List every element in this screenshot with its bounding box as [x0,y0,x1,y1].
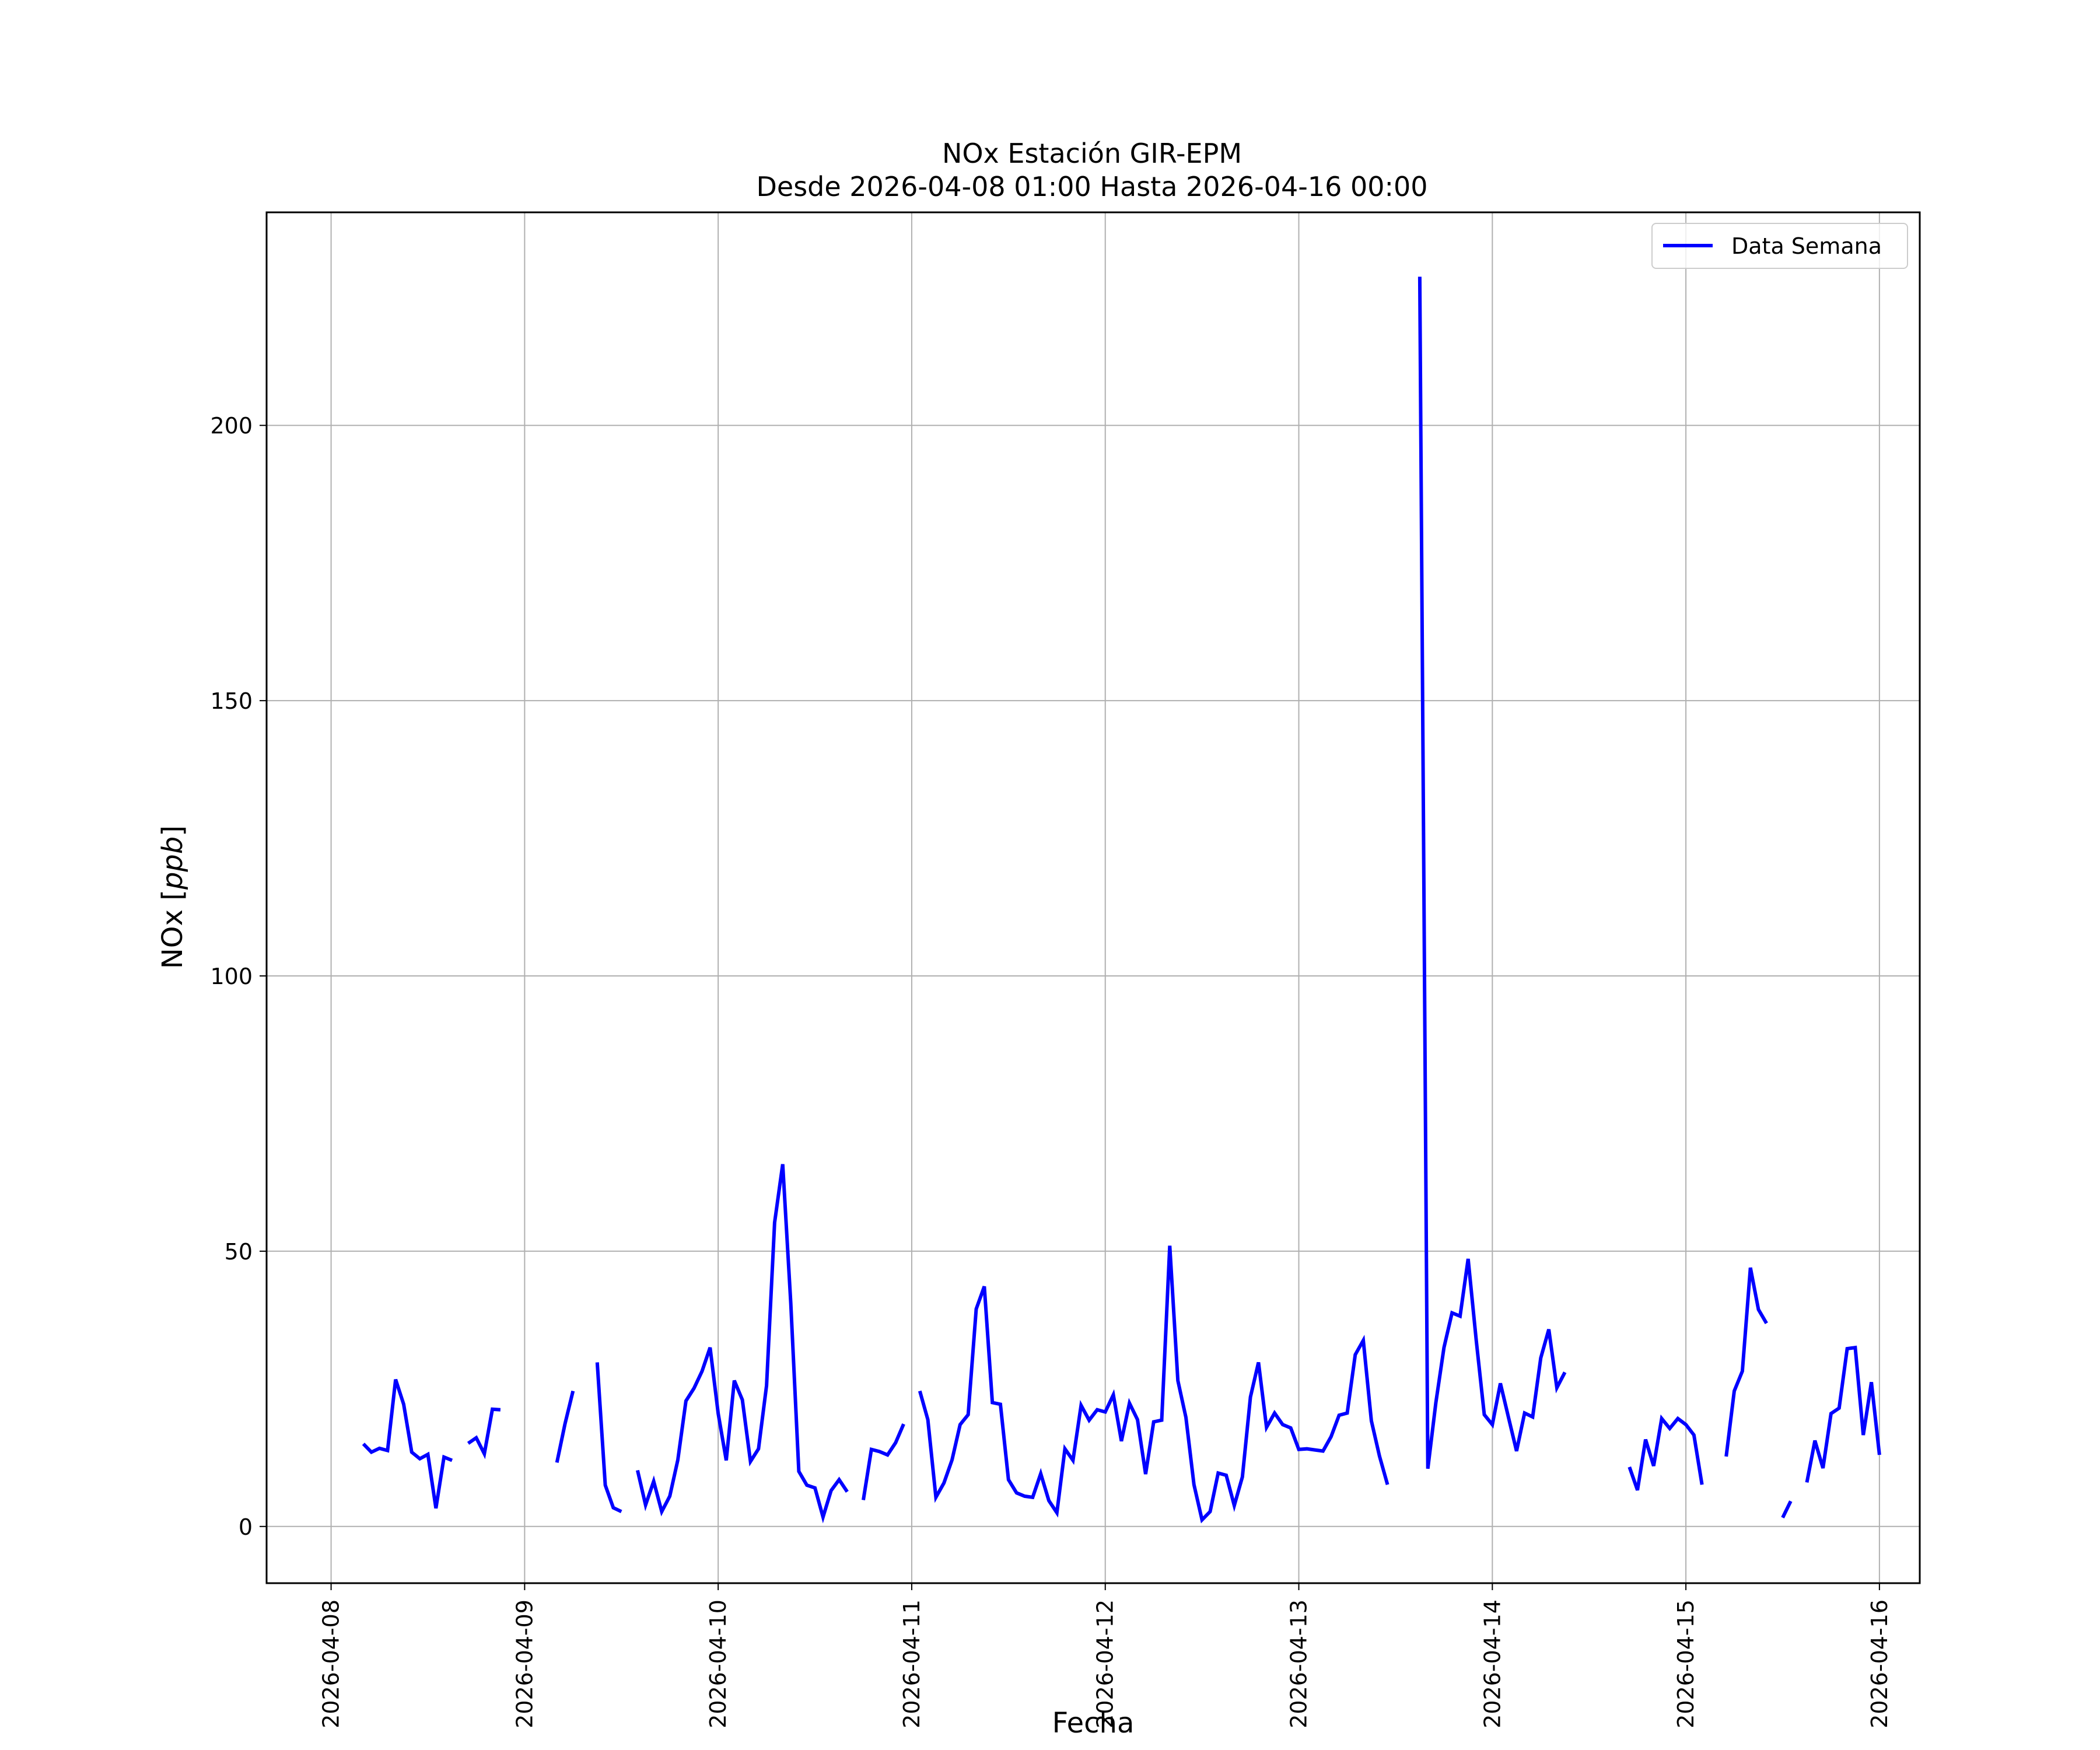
plot-frame [265,211,1921,1584]
y-tick-label: 100 [210,964,253,989]
series-line-segment [1781,1500,1793,1519]
y-axis-label-text: NOx [ [156,890,189,969]
x-axis-label: Fecha [1052,1707,1135,1740]
x-tick-label: 2026-04-10 [705,1600,731,1728]
y-tick-label: 0 [239,1514,253,1540]
series-line-segment [1628,1414,1704,1491]
x-tick-label: 2026-04-12 [1093,1600,1118,1728]
data-series [362,276,1881,1524]
series-line-segment [862,1423,905,1500]
x-tick-label: 2026-04-13 [1286,1600,1312,1728]
x-tick-label: 2026-04-14 [1479,1600,1505,1728]
series-line-segment [467,1407,501,1460]
x-tick-label: 2026-04-15 [1673,1600,1699,1728]
axis-ticks: 2026-04-08 2026-04-09 2026-04-10 2026-04-11… [210,413,1892,1728]
series-line-segment [555,1390,575,1463]
series-line-segment [918,1245,1390,1524]
chart-title: NOx Estación GIR-EPM [942,138,1242,169]
series-line-segment [362,1378,453,1509]
series-line-segment [635,1164,849,1524]
series-line-segment [1418,276,1567,1469]
legend: Data Semana [1651,223,1908,269]
x-tick-label: 2026-04-09 [512,1600,537,1728]
legend-label: Data Semana [1731,233,1882,259]
series-line-segment [1805,1345,1881,1483]
series-line-segment [1724,1267,1768,1457]
y-axis-label: NOx [ppb] [156,825,189,969]
y-tick-label: 150 [210,688,253,714]
y-tick-label: 200 [210,413,253,439]
x-tick-label: 2026-04-16 [1867,1600,1892,1728]
legend-box [1651,223,1908,269]
chart-subtitle: Desde 2026-04-08 01:00 Hasta 2026-04-16 … [756,171,1427,202]
x-tick-label: 2026-04-11 [899,1600,925,1728]
x-tick-label: 2026-04-08 [318,1600,344,1728]
y-axis-label-close: ] [156,825,189,836]
grid-lines [267,212,1920,1583]
y-tick-label: 50 [225,1239,253,1265]
series-line-segment [595,1362,622,1514]
y-axis-label-unit: ppb [156,836,189,890]
